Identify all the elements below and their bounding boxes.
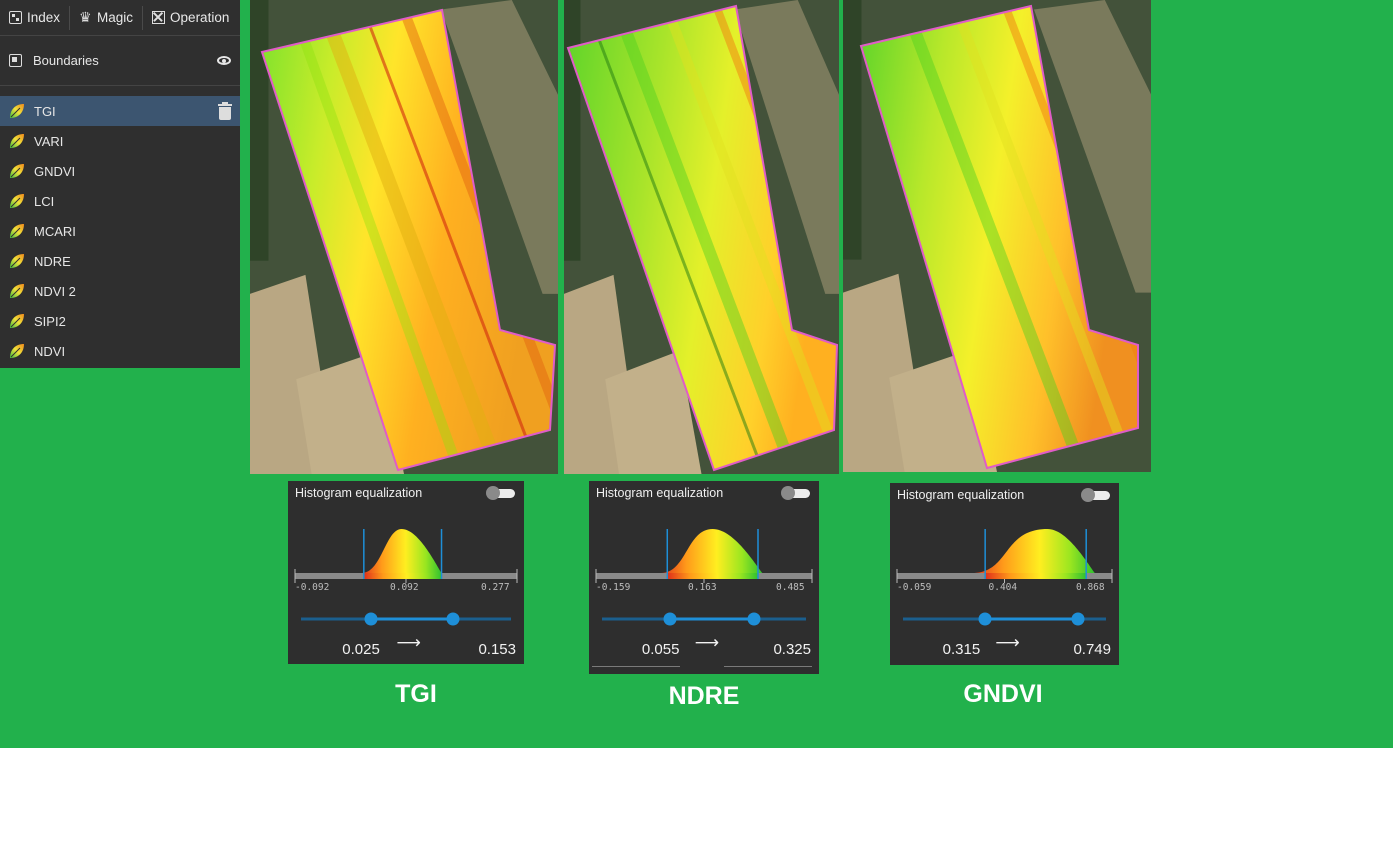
range-high-value[interactable]: 0.749 bbox=[1073, 641, 1111, 658]
stage: Index ♛ Magic Operation Boundaries TGI VA… bbox=[0, 0, 1393, 748]
layer-label: NDRE bbox=[34, 253, 71, 269]
leaf-icon bbox=[10, 284, 24, 298]
leaf-icon bbox=[10, 194, 24, 208]
caption-tgi: TGI bbox=[395, 680, 437, 708]
index-label: Index bbox=[27, 10, 61, 25]
boundaries-icon bbox=[9, 54, 22, 67]
layer-label: LCI bbox=[34, 193, 55, 209]
trash-icon[interactable] bbox=[218, 101, 232, 120]
layer-item[interactable]: NDVI 2 bbox=[0, 276, 240, 306]
operation-label: Operation bbox=[170, 10, 230, 25]
slider-handle-low bbox=[364, 612, 378, 626]
axis-min-label: -0.092 bbox=[295, 582, 330, 593]
layer-item[interactable]: NDRE bbox=[0, 246, 240, 276]
layer-label: NDVI 2 bbox=[34, 283, 76, 299]
field-map-svg bbox=[843, 0, 1151, 472]
field-map-svg bbox=[564, 0, 839, 474]
layer-label: GNDVI bbox=[34, 163, 76, 179]
axis-max-label: 0.485 bbox=[776, 582, 805, 593]
leaf-icon bbox=[10, 164, 24, 178]
layer-item[interactable]: MCARI bbox=[0, 216, 240, 246]
leaf-icon bbox=[10, 224, 24, 238]
histogram-panel-ndre: Histogram equalization -0.159 0.163 0.485 0.… bbox=[589, 481, 819, 674]
magic-button[interactable]: ♛ Magic bbox=[69, 5, 142, 30]
boundaries-label: Boundaries bbox=[33, 53, 99, 68]
leaf-icon bbox=[10, 344, 24, 358]
layer-label: SIPI2 bbox=[34, 313, 66, 329]
axis-mid-label: 0.163 bbox=[688, 582, 717, 593]
layer-item[interactable]: TGI bbox=[0, 96, 240, 126]
operation-icon bbox=[152, 11, 166, 24]
eye-icon[interactable] bbox=[217, 56, 231, 65]
layer-list: TGI VARI GNDVI LCI MCARI NDRE NDVI 2 SIPI2 NDVI bbox=[0, 96, 240, 366]
range-low-underline bbox=[592, 666, 680, 667]
field-map-svg bbox=[250, 0, 558, 474]
histogram-toggle[interactable] bbox=[486, 486, 516, 500]
histogram-toggle[interactable] bbox=[781, 486, 811, 500]
arrow-right-icon: ⟶ bbox=[995, 633, 1020, 652]
layer-label: VARI bbox=[34, 133, 64, 149]
caption-ndre: NDRE bbox=[668, 682, 740, 710]
leaf-icon bbox=[10, 254, 24, 268]
slider-handle-high bbox=[747, 612, 761, 626]
range-low-value[interactable]: 0.025 bbox=[342, 641, 380, 658]
range-low-value[interactable]: 0.315 bbox=[942, 641, 981, 658]
axis-mid-label: 0.092 bbox=[390, 582, 419, 593]
leaf-icon bbox=[10, 314, 24, 328]
index-button[interactable]: Index bbox=[0, 6, 69, 30]
index-icon bbox=[9, 11, 22, 24]
layer-label: MCARI bbox=[34, 223, 76, 239]
axis-min-label: -0.159 bbox=[596, 582, 631, 593]
map-gndvi[interactable] bbox=[843, 0, 1151, 472]
map-tgi[interactable] bbox=[250, 0, 558, 474]
histogram-toggle[interactable] bbox=[1081, 488, 1111, 502]
toolbar: Index ♛ Magic Operation bbox=[0, 0, 240, 36]
slider-handle-high bbox=[446, 612, 460, 626]
histogram-panel-tgi: Histogram equalization -0.092 0.092 0.277 0.… bbox=[288, 481, 524, 664]
layer-item[interactable]: LCI bbox=[0, 186, 240, 216]
leaf-icon bbox=[10, 134, 24, 148]
layer-item[interactable]: NDVI bbox=[0, 336, 240, 366]
layer-label: NDVI bbox=[34, 343, 66, 359]
boundaries-row[interactable]: Boundaries bbox=[0, 36, 240, 86]
histogram-title: Histogram equalization bbox=[596, 486, 724, 500]
caption-gndvi: GNDVI bbox=[963, 680, 1043, 708]
axis-min-label: -0.059 bbox=[897, 582, 932, 593]
range-high-value[interactable]: 0.325 bbox=[773, 641, 811, 658]
layer-label: TGI bbox=[34, 103, 56, 119]
histogram-curve bbox=[972, 529, 1095, 573]
histogram-title: Histogram equalization bbox=[295, 486, 423, 500]
histogram-curve bbox=[361, 529, 442, 573]
layer-item[interactable]: GNDVI bbox=[0, 156, 240, 186]
slider-handle-high bbox=[1071, 612, 1085, 626]
range-low-value[interactable]: 0.055 bbox=[641, 641, 680, 658]
layers-panel: Index ♛ Magic Operation Boundaries TGI VA… bbox=[0, 0, 240, 368]
layer-item[interactable]: VARI bbox=[0, 126, 240, 156]
histogram-panel-gndvi: Histogram equalization -0.059 0.404 0.868 0.… bbox=[890, 483, 1119, 665]
slider-handle-low bbox=[978, 612, 992, 626]
histogram-chart bbox=[294, 529, 518, 626]
leaf-icon bbox=[10, 104, 24, 118]
arrow-right-icon: ⟶ bbox=[396, 633, 421, 652]
histogram-title: Histogram equalization bbox=[897, 488, 1025, 502]
axis-max-label: 0.868 bbox=[1076, 582, 1105, 593]
operation-button[interactable]: Operation bbox=[142, 5, 238, 30]
histogram-chart bbox=[896, 529, 1113, 626]
magic-label: Magic bbox=[97, 10, 134, 25]
magic-hat-icon: ♛ bbox=[79, 9, 92, 25]
slider-handle-low bbox=[663, 612, 677, 626]
axis-max-label: 0.277 bbox=[481, 582, 510, 593]
histogram-curve bbox=[660, 529, 763, 573]
range-high-underline bbox=[724, 666, 812, 667]
axis-mid-label: 0.404 bbox=[988, 582, 1018, 593]
range-high-value[interactable]: 0.153 bbox=[478, 641, 516, 658]
layer-item[interactable]: SIPI2 bbox=[0, 306, 240, 336]
map-ndre[interactable] bbox=[564, 0, 839, 474]
arrow-right-icon: ⟶ bbox=[694, 633, 720, 652]
histogram-chart bbox=[595, 529, 813, 626]
